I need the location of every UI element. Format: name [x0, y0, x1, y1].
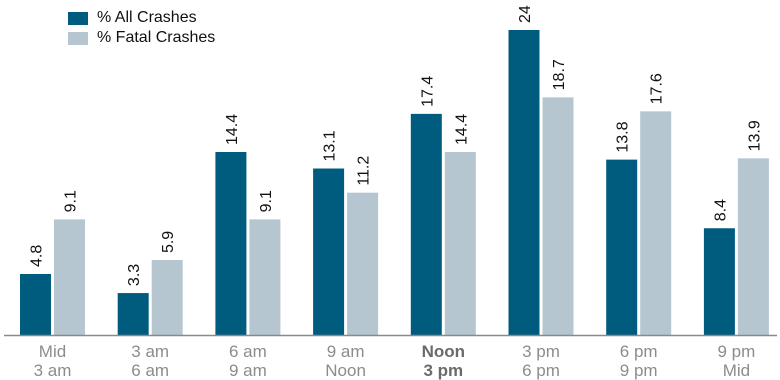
- data-label-fatal-crashes-3: 11.2: [356, 156, 373, 186]
- legend-swatch-all-crashes: [68, 11, 88, 25]
- data-label-fatal-crashes-7: 13.9: [746, 120, 763, 151]
- data-label-all-crashes-4: 17.4: [419, 76, 436, 107]
- data-label-all-crashes-5: 24: [517, 5, 534, 23]
- bar-all-crashes-4: [410, 113, 442, 335]
- x-tick-label-2-line-1: 6 am: [229, 342, 267, 361]
- x-tick-label-7-line-1: 9 pm: [718, 342, 756, 361]
- x-tick-label-1-line-2: 6 am: [131, 361, 169, 380]
- data-label-fatal-crashes-6: 17.6: [649, 73, 666, 104]
- x-tick-label-0-line-1: Mid: [39, 342, 66, 361]
- data-label-fatal-crashes-5: 18.7: [551, 59, 568, 90]
- legend-item-all-crashes: % All Crashes: [68, 8, 215, 28]
- x-tick-label-7-line-2: Mid: [723, 361, 750, 380]
- bar-fatal-crashes-7: [737, 158, 769, 335]
- bar-all-crashes-2: [215, 152, 247, 335]
- x-tick-label-5-line-1: 3 pm: [522, 342, 560, 361]
- x-tick-label-4-line-1: Noon: [422, 342, 465, 361]
- data-label-fatal-crashes-2: 9.1: [258, 190, 275, 212]
- x-tick-label-0-line-2: 3 am: [34, 361, 72, 380]
- data-label-all-crashes-7: 8.4: [712, 199, 729, 221]
- bar-all-crashes-6: [606, 159, 638, 335]
- data-label-all-crashes-0: 4.8: [29, 245, 46, 267]
- bar-all-crashes-3: [313, 168, 345, 335]
- data-label-all-crashes-1: 3.3: [126, 264, 143, 286]
- bar-all-crashes-0: [20, 274, 51, 335]
- bar-all-crashes-7: [703, 228, 735, 335]
- legend-swatch-fatal-crashes: [68, 31, 88, 45]
- data-label-all-crashes-6: 13.8: [615, 121, 632, 152]
- data-label-fatal-crashes-0: 9.1: [63, 190, 80, 212]
- bar-fatal-crashes-6: [640, 111, 672, 335]
- legend-label-all-crashes: % All Crashes: [97, 9, 197, 26]
- bar-fatal-crashes-0: [54, 219, 85, 335]
- bar-fatal-crashes-2: [249, 219, 281, 335]
- data-label-fatal-crashes-4: 14.4: [453, 114, 470, 145]
- x-tick-label-1-line-1: 3 am: [131, 342, 169, 361]
- bar-fatal-crashes-5: [542, 97, 574, 336]
- legend-item-fatal-crashes: % Fatal Crashes: [68, 28, 215, 48]
- x-tick-label-2-line-2: 9 am: [229, 361, 267, 380]
- bar-all-crashes-1: [117, 293, 149, 335]
- legend: % All Crashes % Fatal Crashes: [68, 8, 215, 48]
- x-tick-label-4-line-2: 3 pm: [423, 361, 463, 380]
- x-tick-label-3-line-2: Noon: [325, 361, 366, 380]
- x-tick-label-3-line-1: 9 am: [327, 342, 365, 361]
- bar-fatal-crashes-4: [444, 152, 476, 335]
- bar-fatal-crashes-3: [347, 192, 379, 335]
- x-tick-label-6-line-2: 9 pm: [620, 361, 658, 380]
- data-label-all-crashes-3: 13.1: [322, 130, 339, 161]
- legend-label-fatal-crashes: % Fatal Crashes: [97, 29, 216, 46]
- x-tick-label-6-line-1: 6 pm: [620, 342, 658, 361]
- x-tick-label-5-line-2: 6 pm: [522, 361, 560, 380]
- data-label-fatal-crashes-1: 5.9: [160, 231, 177, 253]
- data-label-all-crashes-2: 14.4: [224, 114, 241, 145]
- bar-all-crashes-5: [508, 30, 540, 335]
- bar-fatal-crashes-1: [151, 260, 183, 335]
